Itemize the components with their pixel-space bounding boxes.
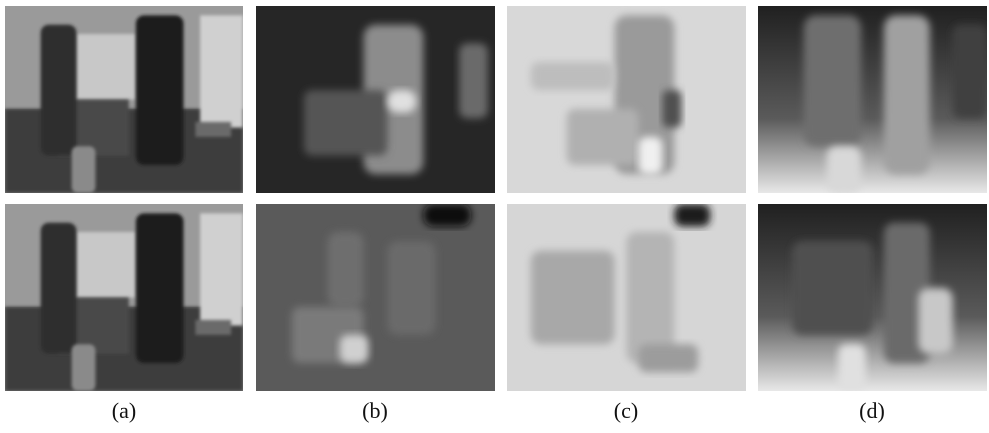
image-region — [567, 109, 639, 165]
image-region — [195, 320, 231, 335]
caption: (d) — [859, 398, 885, 423]
image-region — [662, 90, 681, 127]
image-region — [531, 251, 615, 345]
page: {"figure": {"captions": ["(a)", "(b)", "… — [0, 0, 989, 433]
image-region — [200, 15, 243, 127]
image-panel — [5, 204, 243, 391]
image-region — [328, 232, 364, 307]
caption: (a) — [112, 398, 136, 423]
image-region — [423, 204, 471, 226]
image-region — [340, 335, 369, 363]
image-panel — [256, 6, 495, 193]
image-region — [256, 204, 495, 391]
image-region — [76, 232, 135, 297]
image-region — [804, 15, 861, 146]
image-region — [387, 90, 416, 112]
image-region — [136, 213, 184, 363]
image-region — [638, 137, 662, 174]
image-region — [41, 25, 77, 156]
image-region — [200, 213, 243, 325]
image-region — [674, 204, 710, 226]
image-region — [884, 15, 930, 174]
image-region — [195, 122, 231, 137]
image-region — [638, 344, 698, 372]
image-panel — [758, 6, 987, 193]
image-region — [304, 90, 388, 155]
image-region — [41, 223, 77, 354]
image-panel — [507, 6, 746, 193]
image-region — [459, 43, 488, 118]
image-panel — [5, 6, 243, 193]
image-region — [918, 288, 952, 353]
image-panel — [507, 204, 746, 391]
image-region — [792, 241, 872, 335]
figure: (a) (b) (c) (d) — [0, 0, 989, 433]
caption: (b) — [362, 398, 388, 423]
image-panel — [758, 204, 987, 391]
image-region — [627, 232, 675, 363]
image-region — [953, 25, 987, 119]
image-region — [531, 62, 615, 90]
image-region — [387, 241, 435, 335]
image-region — [72, 344, 96, 391]
image-region — [838, 344, 865, 391]
caption: (c) — [614, 398, 638, 423]
image-region — [76, 34, 135, 99]
image-region — [827, 146, 861, 193]
image-region — [72, 146, 96, 193]
image-grid — [5, 6, 987, 391]
image-panel — [256, 204, 495, 391]
image-region — [136, 15, 184, 165]
